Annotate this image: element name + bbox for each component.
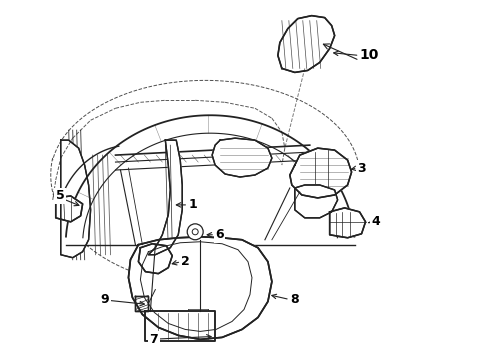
Polygon shape [56, 196, 83, 222]
Text: 2: 2 [181, 255, 190, 268]
Text: 3: 3 [358, 162, 366, 175]
Text: 8: 8 [290, 293, 298, 306]
Text: 4: 4 [371, 215, 380, 228]
Polygon shape [146, 311, 215, 341]
Polygon shape [212, 138, 272, 177]
Polygon shape [148, 140, 182, 255]
Polygon shape [278, 15, 335, 72]
Text: 7: 7 [149, 333, 158, 346]
Polygon shape [138, 244, 172, 274]
Polygon shape [128, 237, 272, 339]
Polygon shape [295, 185, 338, 218]
Text: 10: 10 [360, 49, 379, 63]
Circle shape [187, 224, 203, 240]
Polygon shape [330, 208, 366, 238]
Text: 5: 5 [56, 189, 65, 202]
Polygon shape [61, 140, 91, 258]
Text: 1: 1 [188, 198, 197, 211]
Text: 6: 6 [215, 228, 224, 241]
Polygon shape [290, 148, 352, 198]
Text: 9: 9 [100, 293, 109, 306]
Polygon shape [135, 296, 148, 311]
